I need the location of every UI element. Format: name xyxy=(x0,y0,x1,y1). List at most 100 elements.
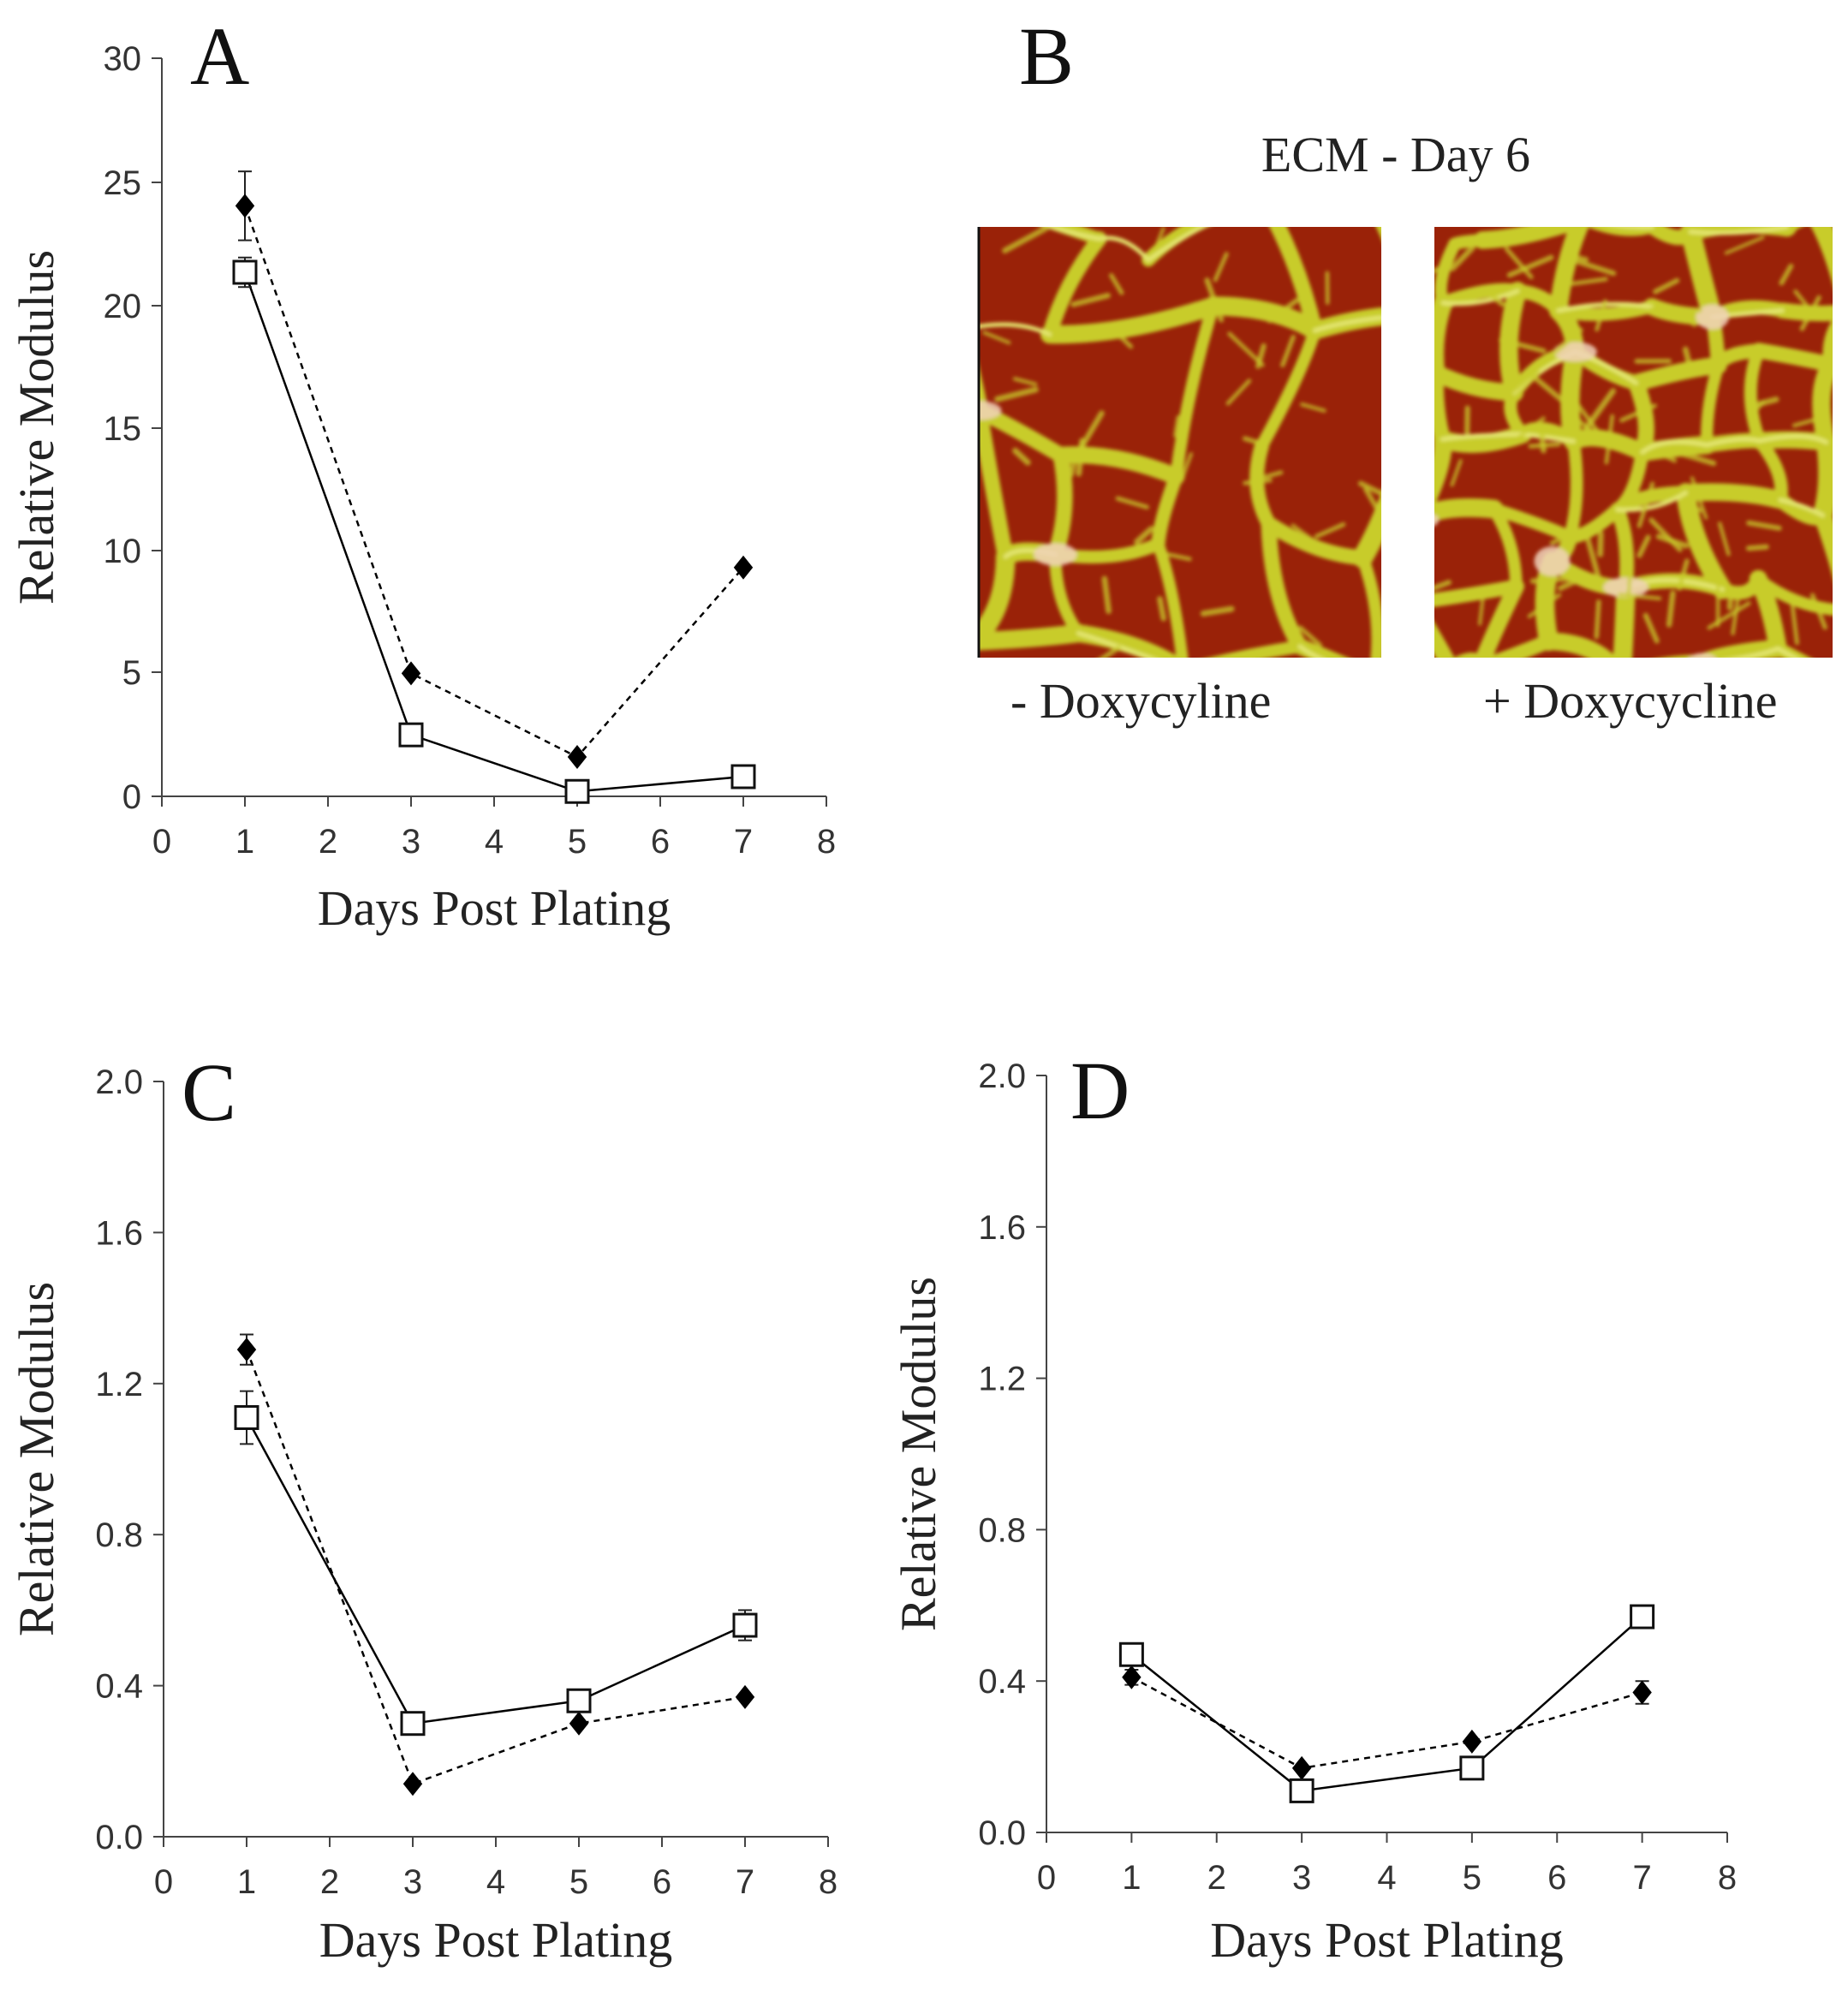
data-point-square-d xyxy=(1630,1604,1655,1630)
ecm-fibers xyxy=(979,227,1381,658)
ecm-fibril xyxy=(1227,331,1265,367)
ecm-fibril xyxy=(1261,470,1284,480)
ecm-fibril xyxy=(1101,575,1112,615)
ecm-fibril xyxy=(1809,593,1827,630)
chart-panel-c: 0.0 0.4 0.8 1.2 1.6 2.0 0 1 2 3 4 5 6 7 8 Days Post Pla… xyxy=(9,1046,838,1968)
ecm-fiber xyxy=(1312,315,1381,333)
ecm-fiber xyxy=(1628,374,1654,461)
ecm-fiber xyxy=(1688,227,1790,235)
ecm-fibril xyxy=(998,424,1030,444)
ecm-fiber xyxy=(979,402,1014,565)
ecm-fiber xyxy=(1453,652,1484,658)
ecm-fibril xyxy=(1280,334,1296,368)
ecm-fiber xyxy=(1356,551,1381,658)
y-tick-label-d: 0.0 xyxy=(978,1814,1026,1852)
panel-b-title: ECM - Day 6 xyxy=(1261,127,1530,182)
ecm-highlight xyxy=(979,401,1002,420)
ecm-fiber xyxy=(1615,490,1689,512)
panel-letter-c: C xyxy=(182,1046,236,1138)
chart-panel-d: 0.0 0.4 0.8 1.2 1.6 2.0 0 1 2 3 4 5 6 7 8 Days Post Pla… xyxy=(891,1045,1737,1968)
ecm-fiber xyxy=(1757,433,1829,444)
ecm-fibril xyxy=(1504,247,1534,280)
ecm-fibril xyxy=(1076,438,1086,477)
ecm-fibril xyxy=(1584,534,1603,586)
x-tick-label-a: 2 xyxy=(319,823,337,861)
ecm-fiber xyxy=(1170,300,1219,483)
ecm-fibril xyxy=(1642,612,1660,644)
ecm-fiber xyxy=(1040,296,1223,344)
ecm-fiber xyxy=(1778,498,1826,518)
ecm-fibril xyxy=(1449,245,1475,271)
ecm-fibril xyxy=(1267,297,1300,324)
ecm-fibril xyxy=(1179,452,1193,483)
y-tick-label-d: 1.2 xyxy=(978,1361,1026,1398)
ecm-image-caption-plus: + Doxycycline xyxy=(1483,673,1778,729)
ecm-fiber xyxy=(1434,579,1523,607)
ecm-fibril xyxy=(1666,590,1676,628)
data-point-diamond-a xyxy=(567,745,587,770)
ecm-fibril xyxy=(1506,254,1554,278)
x-tick-label-c: 8 xyxy=(819,1863,838,1901)
ecm-highlight xyxy=(1603,577,1648,598)
ecm-fiber xyxy=(1695,639,1788,658)
y-tick-label-a: 30 xyxy=(104,40,142,78)
ecm-fibril xyxy=(1115,331,1134,349)
x-tick-label-d: 1 xyxy=(1122,1859,1141,1897)
ecm-fiber xyxy=(1775,646,1799,658)
ecm-fiber xyxy=(1434,364,1452,448)
ecm-fiber xyxy=(1434,430,1452,506)
y-axis-title-c: Relative Modulus xyxy=(9,1282,64,1636)
x-tick-label-c: 0 xyxy=(154,1863,173,1901)
ecm-fiber xyxy=(1412,520,1422,603)
ecm-fibril xyxy=(1562,252,1589,262)
ecm-fibril xyxy=(1745,544,1769,551)
ecm-fibril xyxy=(1636,481,1655,528)
ecm-fibril xyxy=(1012,377,1038,386)
ecm-fibril xyxy=(1618,593,1662,601)
ecm-fibril xyxy=(1726,584,1734,611)
ecm-fiber xyxy=(1813,506,1833,577)
ecm-fiber xyxy=(1731,646,1780,658)
ecm-fiber xyxy=(1520,432,1577,444)
ecm-fibril xyxy=(1619,403,1657,423)
ecm-fibers xyxy=(1412,227,1833,658)
ecm-fiber xyxy=(1812,355,1833,452)
data-point-square-d xyxy=(1118,1641,1144,1667)
ecm-fiber xyxy=(1434,293,1453,383)
x-tick-label-c: 7 xyxy=(736,1863,754,1901)
ecm-fiber xyxy=(1269,227,1323,339)
x-axis-title-a: Days Post Plating xyxy=(318,880,671,936)
data-point-square-d xyxy=(1459,1755,1485,1781)
data-point-diamond-a xyxy=(733,555,754,580)
data-point-square-c xyxy=(234,1404,259,1430)
x-tick-label-d: 6 xyxy=(1547,1859,1566,1897)
data-point-diamond-c xyxy=(735,1684,755,1709)
y-tick-label-c: 0.8 xyxy=(95,1516,143,1554)
ecm-fiber xyxy=(1249,438,1277,532)
ecm-fiber xyxy=(1255,324,1321,453)
data-point-square-c xyxy=(566,1688,592,1713)
ecm-fiber xyxy=(1440,432,1525,442)
ecm-fibril xyxy=(1159,551,1192,562)
panel-letter-b: B xyxy=(1019,10,1074,102)
ecm-fibril xyxy=(1213,252,1229,283)
ecm-fiber xyxy=(1613,577,1636,658)
ecm-fiber xyxy=(1208,640,1307,658)
x-tick-label-a: 1 xyxy=(235,823,254,861)
ecm-fibril xyxy=(1690,476,1708,520)
ecm-fibril xyxy=(1481,287,1505,307)
ecm-fiber xyxy=(1440,289,1520,307)
ecm-fibril xyxy=(1528,442,1561,449)
ecm-fibril xyxy=(1529,575,1577,584)
data-point-diamond-a xyxy=(401,661,421,686)
ecm-highlight xyxy=(1434,514,1439,527)
data-point-diamond-c xyxy=(569,1711,589,1736)
ecm-fibril xyxy=(1297,625,1322,647)
x-tick-label-a: 0 xyxy=(152,823,171,861)
ecm-fibril xyxy=(1357,480,1381,497)
y-tick-label-d: 2.0 xyxy=(978,1058,1026,1095)
ecm-fibril xyxy=(1115,496,1149,509)
y-tick-label-c: 0.0 xyxy=(95,1819,143,1856)
ecm-fibril xyxy=(1012,447,1031,466)
ecm-fibril xyxy=(1679,451,1717,467)
